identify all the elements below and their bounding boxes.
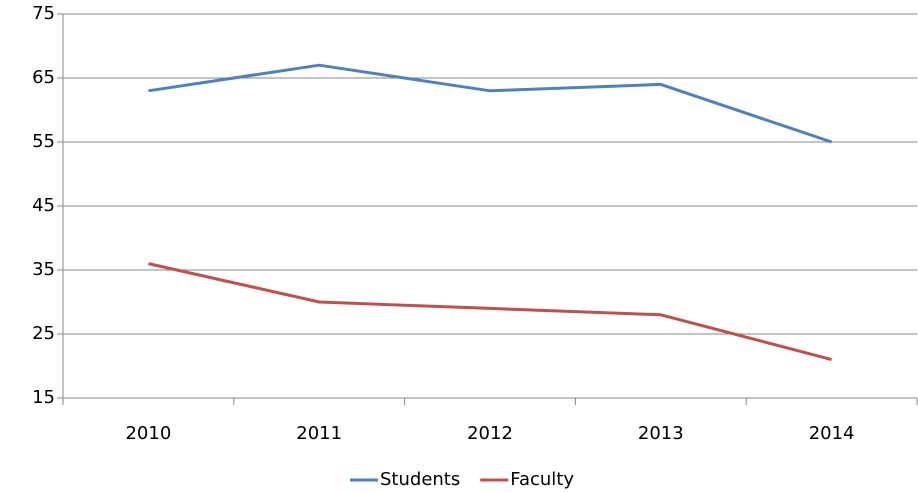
series-line [148, 262, 832, 362]
y-tick-label: 15 [32, 387, 55, 408]
series-line [148, 63, 833, 144]
y-tick-label: 25 [32, 323, 55, 344]
x-tick-label: 2014 [809, 423, 855, 444]
y-tick-label: 35 [32, 259, 55, 280]
legend-label: Students [380, 469, 460, 490]
x-tick-label: 2010 [125, 423, 171, 444]
y-tick-label: 75 [32, 3, 55, 24]
legend-label: Faculty [510, 469, 574, 490]
y-tick-label: 45 [32, 195, 55, 216]
x-tick-label: 2012 [467, 423, 513, 444]
x-tick-label: 2011 [296, 423, 342, 444]
y-tick-label: 65 [32, 67, 55, 88]
x-tick-label: 2013 [638, 423, 684, 444]
y-tick-label: 55 [32, 131, 55, 152]
